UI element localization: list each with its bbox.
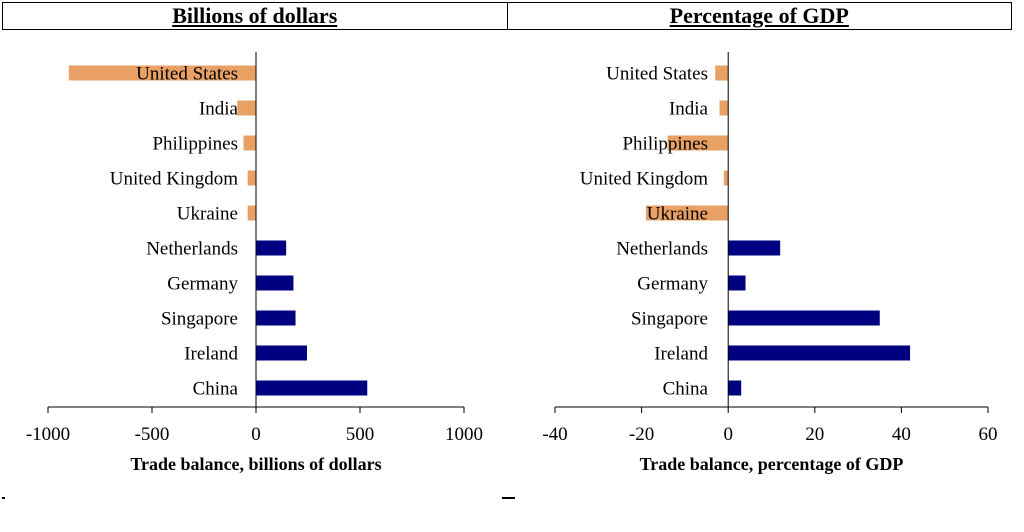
dollars-category-label: Ukraine: [177, 204, 238, 225]
gdp-bar-china: [728, 380, 742, 396]
right-panel-title: Percentage of GDP: [506, 3, 1012, 29]
dollars-category-label: United States: [136, 64, 238, 85]
gdp-category-label: Ukraine: [647, 204, 708, 225]
gdp-x-tick-label: 20: [805, 424, 824, 445]
gdp-bar-united-kingdom: [723, 170, 729, 186]
dollars-category-label: United Kingdom: [110, 169, 238, 190]
gdp-bar-germany: [728, 275, 746, 291]
gdp-bar-ireland: [728, 345, 911, 361]
gdp-bar-india: [719, 100, 729, 116]
dollars-category-label: China: [193, 379, 239, 400]
dollars-x-axis-title: Trade balance, billions of dollars: [130, 454, 381, 474]
gdp-category-label: United Kingdom: [580, 169, 708, 190]
gdp-category-label: India: [669, 99, 709, 120]
dollars-bar-china: [256, 380, 368, 396]
dollars-bar-united-kingdom: [247, 170, 256, 186]
header-bar: Billions of dollars Percentage of GDP: [2, 2, 1012, 30]
dollars-category-label: Germany: [167, 274, 238, 295]
dollars-category-label: India: [199, 99, 239, 120]
dollars-bar-united-states: [68, 65, 256, 81]
gdp-x-tick-label: 60: [979, 424, 998, 445]
footer-mark-left: [2, 497, 5, 499]
dollars-bar-netherlands: [256, 240, 287, 256]
dollars-category-label: Philippines: [152, 134, 238, 155]
footer-mark-right: [502, 497, 515, 499]
gdp-x-tick-label: 0: [723, 424, 733, 445]
gdp-bar-netherlands: [728, 240, 781, 256]
gdp-category-label: Singapore: [631, 309, 708, 330]
gdp-bar-philippines: [667, 135, 729, 151]
dollars-x-tick-label: 0: [251, 424, 261, 445]
dollars-x-tick-label: -1000: [26, 424, 70, 445]
left-panel-title: Billions of dollars: [172, 3, 338, 28]
gdp-category-label: China: [663, 379, 709, 400]
dollars-category-label: Singapore: [161, 309, 238, 330]
gdp-category-label: Philippines: [622, 134, 708, 155]
dollars-bar-ukraine: [247, 205, 256, 221]
dollars-bar-philippines: [243, 135, 256, 151]
dollars-category-label: Netherlands: [146, 239, 238, 260]
gdp-category-label: United States: [606, 64, 708, 85]
dollars-bar-india: [237, 100, 256, 116]
gdp-x-axis-title: Trade balance, percentage of GDP: [640, 454, 904, 474]
gdp-x-tick-label: -40: [542, 424, 567, 445]
gdp-bar-singapore: [728, 310, 880, 326]
dollars-bar-singapore: [256, 310, 296, 326]
dollars-bar-ireland: [256, 345, 307, 361]
gdp-x-tick-label: -20: [629, 424, 654, 445]
gdp-category-label: Ireland: [654, 344, 708, 365]
gdp-bar-united-states: [715, 65, 729, 81]
dollars-x-tick-label: -500: [135, 424, 170, 445]
gdp-category-label: Netherlands: [616, 239, 708, 260]
gdp-bar-ukraine: [645, 205, 729, 221]
dollars-x-tick-label: 500: [346, 424, 375, 445]
dollars-x-tick-label: 1000: [445, 424, 483, 445]
dollars-category-label: Ireland: [184, 344, 238, 365]
dollars-bar-germany: [256, 275, 294, 291]
gdp-x-tick-label: 40: [892, 424, 911, 445]
gdp-category-label: Germany: [637, 274, 708, 295]
